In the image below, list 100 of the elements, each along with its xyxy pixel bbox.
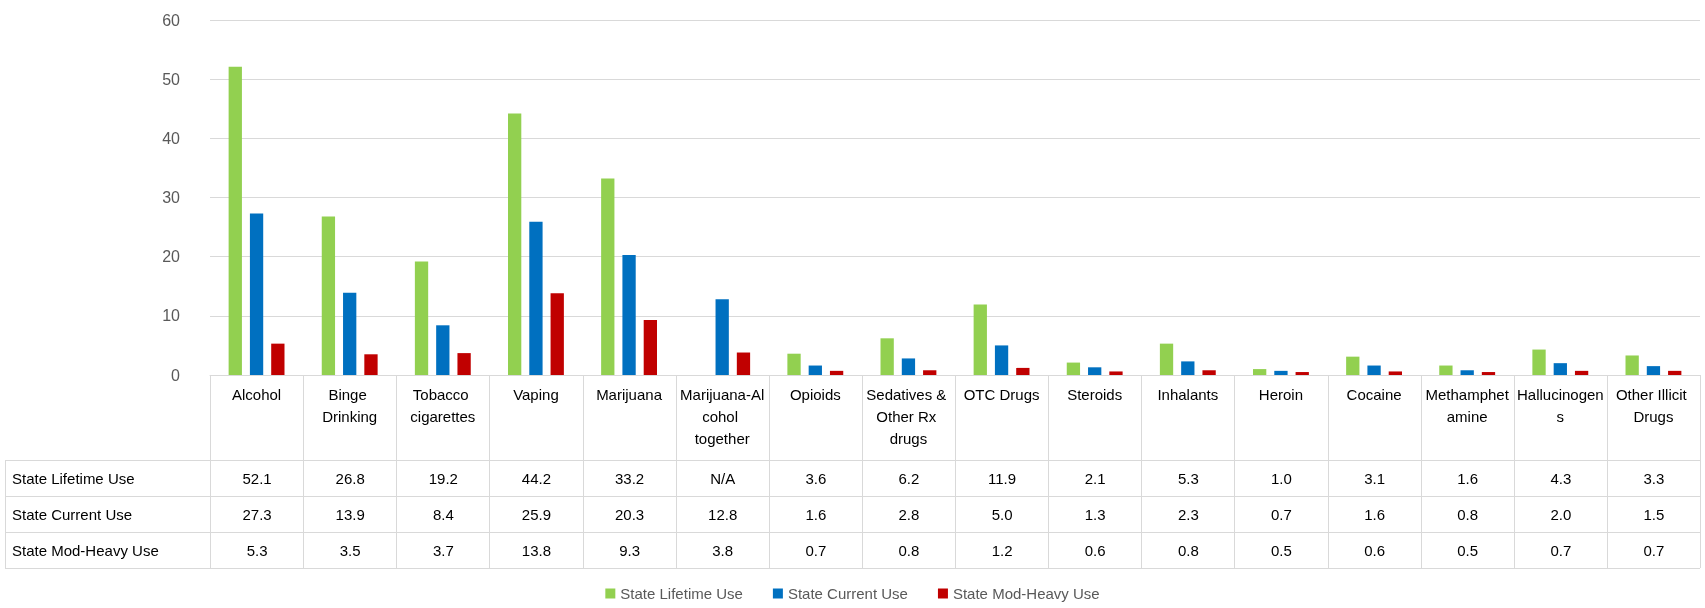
bar [736,352,751,375]
x-tick-label: OTC Drugs [963,385,1040,403]
data-label: 0.6 [1048,532,1142,568]
bar [787,353,801,375]
data-label: 20.3 [582,496,676,532]
x-tick-label: Heroin [1258,385,1304,403]
data-label: 0.8 [1141,532,1235,568]
data-label: 0.5 [1234,532,1328,568]
bar [1274,370,1288,375]
data-label: 2.0 [1513,496,1607,532]
x-tick-label: Hallucinogens [1516,385,1604,425]
bar [1668,370,1682,375]
x-tick-label: Marijuana-Alcohol together [680,385,765,447]
bar [1159,343,1174,375]
bar [1346,356,1360,375]
bar [1088,367,1102,375]
bar [436,325,450,375]
data-label: 2.8 [861,496,955,532]
data-label: 27.3 [210,496,304,532]
bar [1646,366,1661,375]
data-label: 6.2 [861,460,955,496]
data-label: 1.3 [1048,496,1142,532]
legend-label: State Lifetime Use [620,585,743,602]
data-label: 9.3 [582,532,676,568]
x-tick-label: Vaping [513,385,559,403]
bar [550,293,564,375]
data-label: 0.7 [1606,532,1700,568]
bar [508,113,522,375]
y-tick-label: 50 [162,70,181,88]
bar [1574,370,1589,375]
data-label: 13.9 [303,496,397,532]
x-tick-label: Inhalants [1157,385,1219,403]
text: State Mod-Heavy Use [12,542,159,559]
bar [1460,370,1474,375]
bar [973,304,987,375]
data-label: 0.6 [1327,532,1421,568]
data-label: 1.5 [1606,496,1700,532]
data-label: 0.8 [861,532,955,568]
data-label: 0.5 [1420,532,1514,568]
x-tick-label: Binge Drinking [322,385,378,425]
data-label: 5.3 [210,532,304,568]
data-label: 12.8 [675,496,769,532]
data-label: 3.6 [768,460,862,496]
bar [601,178,615,375]
legend-label: State Current Use [787,585,908,602]
data-label: 2.3 [1141,496,1235,532]
data-label: 25.9 [489,496,583,532]
text: State Lifetime Use [12,470,135,487]
data-label: 11.9 [955,460,1049,496]
bar [321,216,336,375]
bar [364,354,378,375]
data-label: 13.8 [489,532,583,568]
data-label: 4.3 [1513,460,1607,496]
data-label: 3.5 [303,532,397,568]
bar [1553,363,1567,375]
data-label: 3.7 [396,532,490,568]
bar [228,66,242,375]
x-tick-label: Tobacco cigarettes [410,385,476,425]
bar [808,365,822,375]
bar [1532,349,1546,375]
x-tick-label: Methamphetamine [1425,385,1510,425]
data-label: 26.8 [303,460,397,496]
x-tick-label: Cocaine [1346,385,1402,403]
y-tick-label: 30 [162,189,181,206]
data-label: 19.2 [396,460,490,496]
bar [529,221,543,375]
y-tick-label: 20 [162,248,181,266]
bar [643,319,657,375]
x-tick-label: Alcohol [231,385,282,403]
bar [249,213,264,375]
bar [1181,361,1195,375]
data-label: 1.6 [768,496,862,532]
bar [1109,371,1123,375]
y-tick-label: 0 [171,366,181,384]
data-label: 44.2 [489,460,583,496]
y-tick-label: 10 [162,307,181,325]
data-label: 0.7 [768,532,862,568]
bar [271,343,285,375]
bar [829,370,844,375]
x-tick-label: Steroids [1067,385,1123,403]
data-label: 5.0 [955,496,1049,532]
legend-label: State Mod-Heavy Use [952,585,1100,602]
bar [901,358,916,375]
data-label: 1.2 [955,532,1049,568]
bar [1066,362,1081,375]
data-label: 1.6 [1420,460,1514,496]
data-label: 0.7 [1234,496,1328,532]
data-label: 5.3 [1141,460,1235,496]
x-tick-label: Marijuana [596,385,663,403]
data-label: 3.3 [1606,460,1700,496]
bar [622,254,636,375]
bar [1481,372,1496,375]
bar [1202,370,1216,375]
data-label: 3.8 [675,532,769,568]
bar [414,261,429,375]
data-label: 33.2 [582,460,676,496]
bar [715,299,729,375]
data-label: 1.0 [1234,460,1328,496]
data-label: 3.1 [1327,460,1421,496]
x-tick-label: Sedatives & Other Rx drugs [866,385,951,447]
